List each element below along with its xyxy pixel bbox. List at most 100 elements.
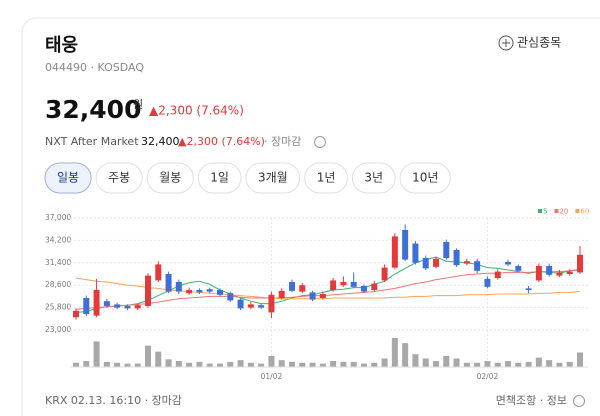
tab-label[interactable]: 주봉 xyxy=(108,171,130,185)
tab-button[interactable] xyxy=(399,162,451,194)
volume-bar xyxy=(453,358,460,367)
volume-bar xyxy=(309,362,316,367)
y-tick-label: 31,400 xyxy=(45,258,71,267)
candle-body xyxy=(494,271,501,278)
candle-body xyxy=(114,304,121,308)
candle-body xyxy=(371,283,378,290)
tab-button[interactable] xyxy=(197,162,242,194)
volume-bar xyxy=(319,363,326,367)
candle-body xyxy=(83,298,90,314)
volume-bar xyxy=(124,363,131,367)
volume-bar xyxy=(217,363,223,367)
candle-body xyxy=(93,290,100,316)
tab-label[interactable]: 1년 xyxy=(317,171,336,185)
candle-body xyxy=(175,282,182,292)
legend-swatch xyxy=(575,209,580,213)
info-icon[interactable] xyxy=(573,395,585,407)
x-tick-label: 01/02 xyxy=(261,372,283,381)
candle-body xyxy=(350,282,357,287)
candle-body xyxy=(196,290,203,293)
volume-bar xyxy=(175,361,182,367)
add-icon[interactable] xyxy=(498,35,514,51)
tab-label[interactable]: 1일 xyxy=(210,171,229,185)
ma-line xyxy=(75,256,581,313)
candle-body xyxy=(319,294,326,298)
tab-label[interactable]: 10년 xyxy=(412,171,438,185)
volume-bar xyxy=(145,345,151,367)
candle-body xyxy=(289,282,295,291)
after-market-label: NXT After Market xyxy=(45,135,139,148)
info-icon[interactable] xyxy=(314,136,326,148)
volume-bar xyxy=(371,362,378,367)
candle-body xyxy=(422,258,429,269)
tab-button[interactable] xyxy=(304,162,348,194)
candle-body xyxy=(155,264,162,281)
volume-bar xyxy=(381,358,388,367)
candle-body xyxy=(361,286,367,292)
y-tick-label: 37,000 xyxy=(45,213,71,222)
volume-bar xyxy=(237,360,244,367)
volume-bar xyxy=(350,361,357,367)
candle-body xyxy=(247,304,254,308)
tab-button[interactable] xyxy=(146,162,194,194)
volume-bar xyxy=(556,362,563,367)
legend-label: 20 xyxy=(559,208,568,216)
candle-body xyxy=(309,292,316,300)
volume-bar xyxy=(412,354,419,367)
tab-button[interactable] xyxy=(245,162,301,194)
volume-bar xyxy=(474,362,481,367)
after-market-change: ▲2,300 (7.64%) xyxy=(178,135,265,148)
tab-label[interactable]: 일봉 xyxy=(57,171,79,185)
volume-bar xyxy=(186,362,193,367)
volume-bar xyxy=(83,361,90,367)
candle-body xyxy=(227,293,234,301)
candle-body xyxy=(381,267,388,281)
volume-bar xyxy=(535,357,542,367)
volume-bar xyxy=(73,362,79,367)
footer-source: KRX 02.13. 16:10 · 장마감 xyxy=(45,394,182,407)
candle-body xyxy=(340,282,347,286)
volume-bar xyxy=(484,361,491,367)
y-tick-label: 25,800 xyxy=(45,303,71,312)
volume-bar xyxy=(93,341,100,367)
footer-links[interactable]: 면책조항 · 정보 xyxy=(496,394,567,407)
volume-bar xyxy=(422,358,429,367)
tab-button[interactable] xyxy=(95,162,143,194)
volume-bar xyxy=(268,355,275,367)
price-unit: 원 xyxy=(133,98,143,111)
tabs: 일봉 주봉 월봉 1일 3개월 1년 3년 10년 xyxy=(44,162,451,194)
volume-bar xyxy=(227,361,234,367)
tab-button[interactable] xyxy=(351,162,396,194)
volume-bar xyxy=(494,362,501,367)
volume-bar xyxy=(134,363,141,367)
tab-button[interactable] xyxy=(44,162,92,194)
after-market-status: · 장마감 xyxy=(264,135,301,148)
candle-body xyxy=(484,278,491,287)
candle-body xyxy=(505,262,511,265)
legend-swatch xyxy=(538,209,542,213)
volume-bar xyxy=(330,361,337,367)
volume-bar xyxy=(402,343,409,367)
tab-label[interactable]: 3년 xyxy=(364,171,383,185)
candle-body xyxy=(402,230,409,260)
after-market-price: 32,400 xyxy=(141,135,180,148)
watch-button[interactable]: 관심종목 xyxy=(517,36,561,50)
candle-body xyxy=(258,305,265,308)
candle-body xyxy=(145,275,151,306)
volume-bar xyxy=(443,355,450,367)
tab-label[interactable]: 월봉 xyxy=(159,171,181,185)
x-tick-label: 02/02 xyxy=(477,372,499,381)
candle-body xyxy=(535,266,542,281)
volume-bar xyxy=(114,362,121,367)
candle-body xyxy=(453,250,460,266)
volume-bar xyxy=(289,361,295,367)
volume-bar xyxy=(505,361,511,367)
legend-label: 60 xyxy=(580,208,589,216)
candle-body xyxy=(412,243,419,263)
candle-body xyxy=(525,288,532,290)
volume-bar xyxy=(103,361,110,367)
candle-body xyxy=(278,290,285,298)
volume-bar xyxy=(299,362,306,367)
tab-label[interactable]: 3개월 xyxy=(258,171,288,185)
